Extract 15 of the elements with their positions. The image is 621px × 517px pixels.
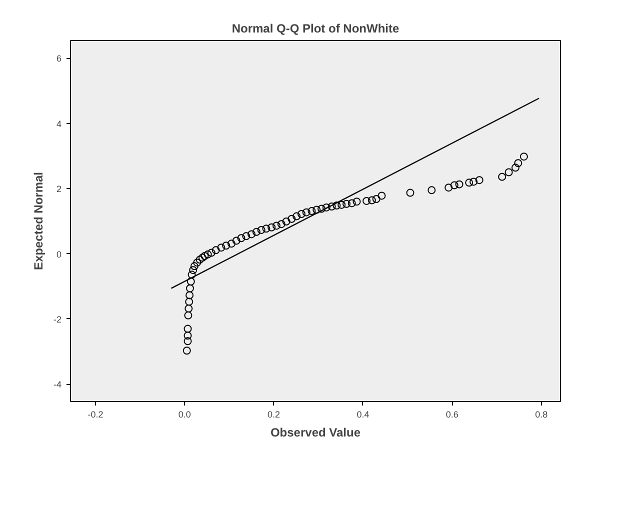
x-tick-label: 0.6 xyxy=(446,410,458,420)
x-tick-label: 0.4 xyxy=(356,410,370,420)
y-tick-label: 6 xyxy=(56,54,62,64)
x-axis-title: Observed Value xyxy=(270,426,361,440)
chart-title: Normal Q-Q Plot of NonWhite xyxy=(232,22,400,36)
x-tick-label: 0.8 xyxy=(535,410,548,420)
y-axis-title: Expected Normal xyxy=(32,172,46,270)
y-tick-label: 2 xyxy=(56,184,62,194)
y-tick-label: 0 xyxy=(56,249,62,260)
y-tick-label: 4 xyxy=(56,118,62,129)
x-tick-label: 0.0 xyxy=(178,410,191,420)
x-tick-label: 0.2 xyxy=(268,410,280,420)
y-tick-label: -2 xyxy=(54,314,62,324)
y-tick-label: -4 xyxy=(54,380,62,390)
x-tick-label: -0.2 xyxy=(88,410,104,420)
